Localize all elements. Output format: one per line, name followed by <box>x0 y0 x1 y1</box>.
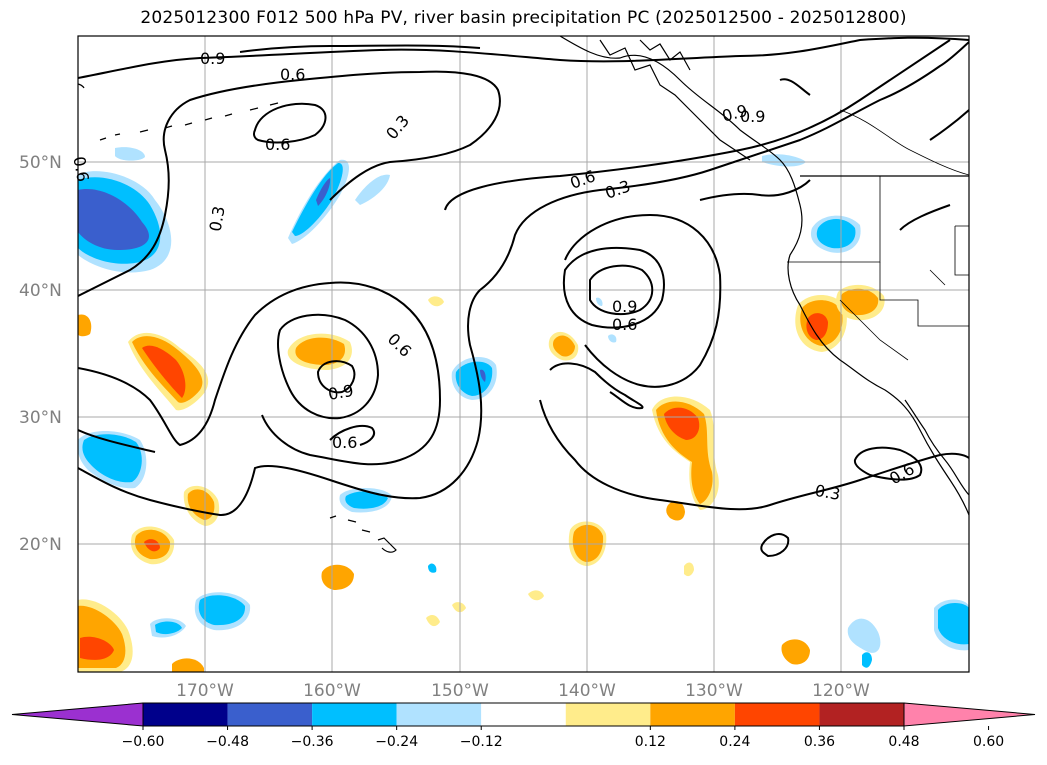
contour-label: 0.9 <box>740 107 765 126</box>
contour-label: 0.6 <box>332 433 357 452</box>
neg-anomaly-blob <box>816 219 856 249</box>
colorbar-bin <box>650 703 735 726</box>
pos-anomaly-blob <box>78 314 92 337</box>
contour-label: 0.3 <box>813 481 841 504</box>
contour-label: 0.9 <box>200 49 225 68</box>
colorbar-extend-min <box>11 702 144 727</box>
lon-label: 170°W <box>176 681 234 701</box>
pos-anomaly-blob <box>172 658 204 672</box>
colorbar-extend-max <box>903 702 1036 727</box>
colorbar-bin <box>565 703 651 726</box>
colorbar: −0.60 −0.48 −0.36 −0.24 −0.12 0.12 0.24 0.36 0.4… <box>11 702 1036 750</box>
map-title: 2025012300 F012 500 hPa PV, river basin … <box>140 8 907 28</box>
pos-anomaly-blob <box>426 615 440 627</box>
neg-anomaly-blob <box>608 334 617 343</box>
neg-anomaly-blob <box>115 147 145 161</box>
lat-label: 40°N <box>19 281 62 301</box>
lon-label: 160°W <box>303 681 361 701</box>
neg-anomaly-blob <box>847 618 881 653</box>
map-plot-area <box>78 36 969 672</box>
pos-anomaly-blob <box>684 562 694 577</box>
pos-anomaly-blob <box>428 296 444 307</box>
precip-shading <box>78 147 969 672</box>
neg-anomaly-blob <box>345 491 388 509</box>
lon-labels: 170°W 160°W 150°W 140°W 130°W 120°W <box>176 681 870 701</box>
colorbar-tick-label: 0.36 <box>804 734 835 750</box>
graticule <box>78 36 969 672</box>
neg-anomaly-blob <box>455 361 493 396</box>
pos-anomaly-blob <box>840 288 879 316</box>
pos-anomaly-blob <box>321 564 354 590</box>
map-frame <box>77 35 970 673</box>
lon-label: 120°W <box>812 681 870 701</box>
pos-anomaly-blob <box>80 636 114 660</box>
contour-label: 0.9 <box>612 297 637 316</box>
neg-anomaly-blob <box>938 603 969 645</box>
colorbar-bin <box>143 703 228 726</box>
pos-anomaly-blob <box>144 539 160 552</box>
lat-label: 30°N <box>19 408 62 428</box>
contour-label: 0.3 <box>382 111 413 143</box>
pv-contours <box>78 36 969 558</box>
neg-anomaly-blob <box>428 563 437 573</box>
lat-label: 50°N <box>19 153 62 173</box>
contour-label: 0.6 <box>612 315 637 334</box>
colorbar-tick-label: −0.60 <box>122 734 165 750</box>
pos-anomaly-blob <box>142 345 186 398</box>
lat-label: 20°N <box>19 535 62 555</box>
contour-label: 0.3 <box>206 205 229 233</box>
pos-anomaly-blob <box>552 335 575 357</box>
colorbar-tick-label: −0.36 <box>291 734 334 750</box>
lat-labels: 50°N 40°N 30°N 20°N <box>19 153 62 555</box>
colorbar-tick-label: 0.12 <box>635 734 666 750</box>
pos-anomaly-blob <box>806 313 828 340</box>
lon-label: 140°W <box>558 681 616 701</box>
colorbar-tick-label: −0.12 <box>460 734 503 750</box>
contour-label: 0.6 <box>568 166 598 193</box>
neg-anomaly-blob <box>155 621 182 635</box>
colorbar-bin <box>734 703 820 726</box>
colorbar-tick-label: 0.24 <box>719 734 750 750</box>
contour-label: 0.6 <box>265 135 290 154</box>
colorbar-bin <box>312 703 397 726</box>
colorbar-bin <box>227 703 313 726</box>
neg-anomaly-blob <box>480 369 486 382</box>
contour-label: 0.3 <box>603 176 633 203</box>
neg-anomaly-blob <box>198 595 246 626</box>
contour-label: 0.6 <box>384 329 415 360</box>
pos-anomaly-blob <box>528 590 544 601</box>
pos-anomaly-blob <box>295 337 346 365</box>
neg-anomaly-blob <box>316 178 331 206</box>
pos-anomaly-blob <box>664 407 700 440</box>
colorbar-tick-label: −0.24 <box>375 734 418 750</box>
pos-anomaly-blob <box>666 500 685 521</box>
lon-label: 150°W <box>431 681 489 701</box>
lon-label: 130°W <box>685 681 743 701</box>
neg-anomaly-blob <box>78 189 149 250</box>
colorbar-bin <box>396 703 482 726</box>
contour-label: 0.9 <box>327 381 355 404</box>
pos-anomaly-blob <box>781 639 810 665</box>
colorbar-bin <box>819 703 904 726</box>
contour-label: 0.6 <box>69 155 92 183</box>
colorbar-bin <box>481 703 566 726</box>
neg-anomaly-blob <box>862 652 872 668</box>
coastlines <box>78 36 969 553</box>
neg-anomaly-blob <box>762 154 806 167</box>
colorbar-tick-label: 0.60 <box>973 734 1004 750</box>
neg-anomaly-blob <box>596 297 603 306</box>
contour-label: 0.6 <box>280 65 305 84</box>
pos-anomaly-blob <box>452 602 466 613</box>
colorbar-tick-label: −0.48 <box>206 734 249 750</box>
pos-anomaly-blob <box>572 524 604 562</box>
colorbar-tick-label: 0.48 <box>888 734 919 750</box>
neg-anomaly-blob <box>355 174 390 205</box>
colorbar-frame <box>142 702 905 727</box>
